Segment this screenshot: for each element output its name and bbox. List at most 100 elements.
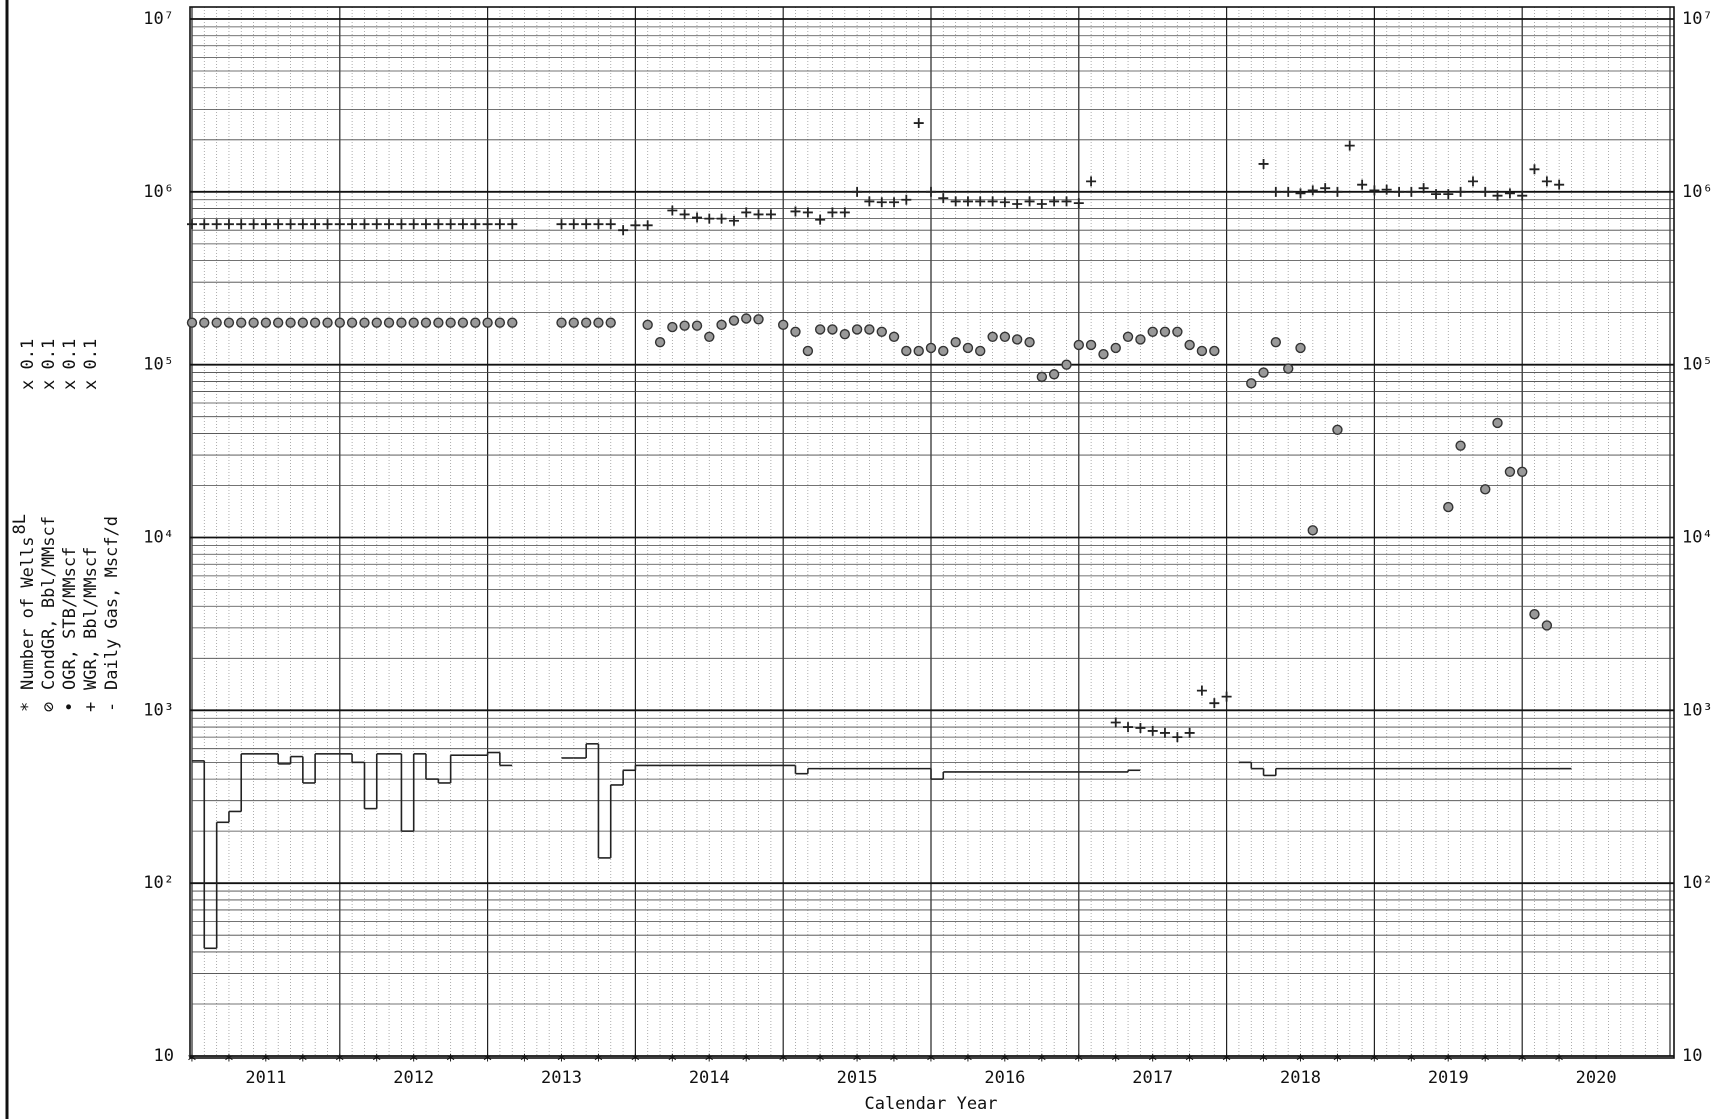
circle-marker xyxy=(556,317,567,328)
circle-marker xyxy=(359,317,370,328)
circle-marker xyxy=(876,326,887,337)
star-marker: ∗ xyxy=(1517,1048,1527,1068)
plus-marker xyxy=(396,219,407,230)
plus-marker xyxy=(1406,186,1417,197)
star-marker: ∗ xyxy=(926,1048,936,1068)
plus-marker xyxy=(223,219,234,230)
circle-marker xyxy=(1011,334,1023,345)
circle-marker xyxy=(236,317,247,328)
plus-marker xyxy=(1307,185,1318,196)
y2-tick-label: 10 xyxy=(1682,1046,1702,1066)
plus-marker xyxy=(926,186,936,197)
circle-marker xyxy=(1110,342,1121,354)
circle-marker xyxy=(322,317,333,328)
plus-marker xyxy=(1357,179,1368,190)
star-marker: ∗ xyxy=(298,1048,308,1068)
circle-marker xyxy=(716,319,727,331)
circle-marker xyxy=(704,331,715,342)
circle-marker xyxy=(580,317,592,328)
y2-tick-label: 10⁶ xyxy=(1682,182,1713,202)
plus-marker xyxy=(408,219,419,230)
legend-multiplier: x 0.1 xyxy=(60,339,80,390)
plus-marker xyxy=(273,219,284,230)
plus-marker xyxy=(347,219,358,230)
circle-marker xyxy=(778,319,789,331)
circle-marker xyxy=(667,321,678,333)
plus-marker xyxy=(1467,176,1478,187)
circle-marker xyxy=(396,317,407,328)
plus-marker xyxy=(1320,183,1331,194)
plus-marker xyxy=(1049,196,1060,207)
circle-marker xyxy=(346,317,358,328)
x-tick-label: 2011 xyxy=(245,1068,286,1088)
circle-marker xyxy=(827,324,838,335)
plus-marker xyxy=(1394,186,1405,197)
x-tick-label: 2012 xyxy=(393,1068,434,1088)
circle-marker xyxy=(223,317,235,328)
circle-marker xyxy=(186,317,198,328)
plus-marker xyxy=(1221,691,1232,702)
legend-entry: - Daily Gas, Mscf/d xyxy=(102,516,122,712)
plus-marker xyxy=(593,219,604,230)
plus-marker xyxy=(1086,176,1097,187)
plus-marker xyxy=(827,207,838,218)
plus-marker xyxy=(1147,725,1158,736)
plus-marker xyxy=(975,196,986,207)
circle-marker xyxy=(383,317,395,328)
star-marker: ∗ xyxy=(1074,1048,1084,1068)
plus-marker xyxy=(507,219,518,230)
plus-marker xyxy=(987,196,998,207)
plus-marker xyxy=(1480,186,1491,197)
plus-marker xyxy=(1517,190,1528,201)
circle-marker xyxy=(334,317,345,328)
star-marker: ∗ xyxy=(630,1048,640,1068)
circle-marker xyxy=(950,336,961,348)
y2-tick-label: 10³ xyxy=(1682,700,1713,720)
plus-marker xyxy=(1332,186,1343,197)
plus-marker xyxy=(1258,158,1269,169)
plus-marker xyxy=(679,209,690,220)
legend-multiplier: x 0.1 xyxy=(81,339,101,390)
legend-entry: ⊘ CondGR, Bbl/MMscf x 0.1 xyxy=(39,339,59,712)
y-tick-label: 10³ xyxy=(143,700,174,720)
y-tick-label: 10⁴ xyxy=(143,528,174,548)
star-marker: ∗ xyxy=(1000,1048,1010,1068)
circle-marker xyxy=(888,331,900,342)
plus-marker xyxy=(1209,698,1220,709)
circle-marker xyxy=(1061,359,1072,370)
plus-marker xyxy=(494,219,505,230)
plus-marker xyxy=(605,219,616,230)
plot-frame xyxy=(189,6,1675,1059)
circle-marker xyxy=(482,317,493,328)
star-marker: ∗ xyxy=(224,1048,234,1068)
plus-marker xyxy=(802,207,813,218)
plus-marker xyxy=(1184,727,1195,738)
circle-marker xyxy=(741,313,752,324)
plus-marker xyxy=(938,193,949,204)
y2-tick-label: 10⁷ xyxy=(1682,9,1713,29)
star-marker: ∗ xyxy=(963,1048,973,1068)
circle-marker xyxy=(925,342,937,354)
plus-marker xyxy=(384,219,395,230)
plus-marker xyxy=(445,219,456,230)
circle-marker xyxy=(1196,345,1208,357)
star-marker: ∗ xyxy=(889,1048,899,1068)
circle-marker xyxy=(679,320,690,331)
x-tick-label: 2013 xyxy=(541,1068,582,1088)
circle-marker xyxy=(1135,334,1146,345)
circle-marker xyxy=(272,317,284,328)
star-marker: ∗ xyxy=(741,1048,751,1068)
plus-marker xyxy=(420,219,431,230)
circle-marker xyxy=(1184,339,1195,351)
circle-marker xyxy=(371,317,382,328)
star-marker: ∗ xyxy=(1480,1048,1490,1068)
circle-marker xyxy=(790,326,801,337)
plus-marker xyxy=(1492,190,1503,201)
star-marker: ∗ xyxy=(187,1048,197,1068)
star-marker: ∗ xyxy=(335,1048,345,1068)
plus-marker xyxy=(1529,164,1540,175)
circle-marker xyxy=(445,317,456,328)
plus-marker xyxy=(211,219,222,230)
